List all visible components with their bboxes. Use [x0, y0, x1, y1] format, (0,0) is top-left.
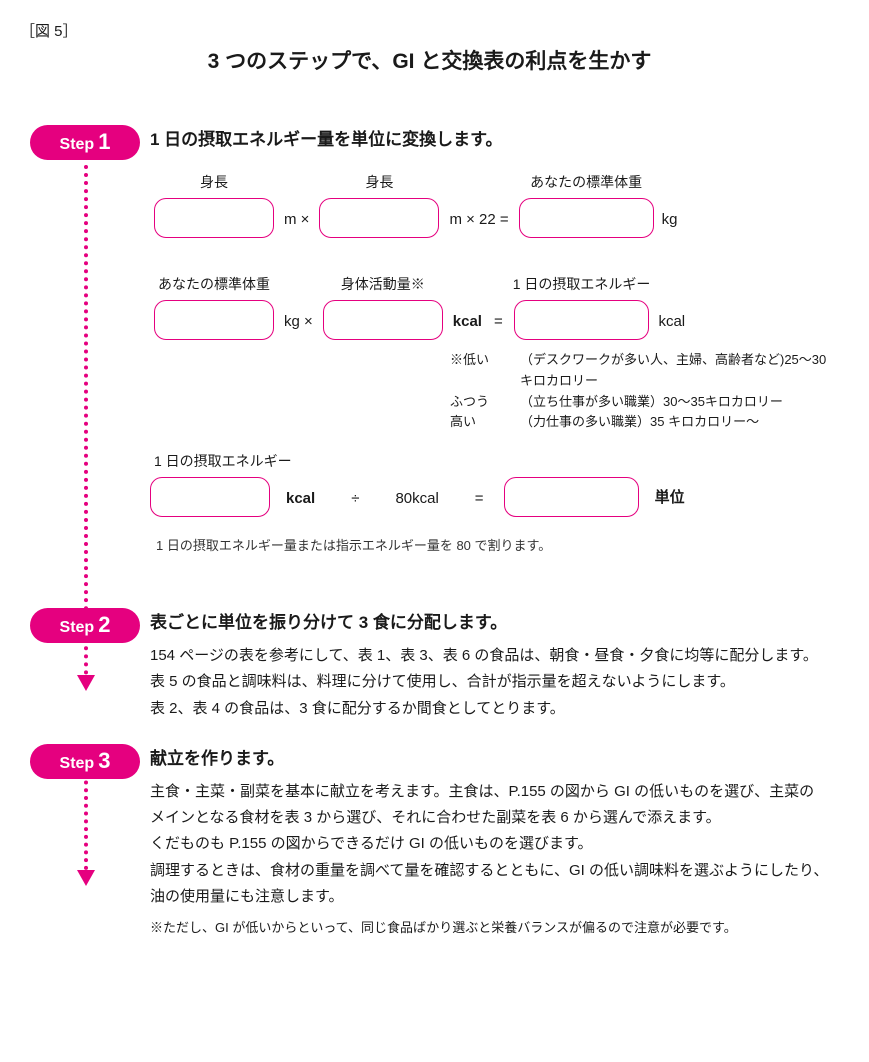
- step-1-row: Step 1 1 日の摂取エネルギー量を単位に変換します。 身長 m × 身長 …: [20, 125, 839, 578]
- step-2-row: Step 2 表ごとに単位を振り分けて 3 食に分配します。 154 ページの表…: [20, 608, 839, 722]
- step-2-heading: 表ごとに単位を振り分けて 3 食に分配します。: [150, 608, 829, 633]
- connector-line-2: [84, 765, 88, 870]
- step-2-body: 154 ページの表を参考にして、表 1、表 3、表 6 の食品は、朝食・昼食・夕…: [150, 643, 829, 722]
- page-title: 3 つのステップで、GI と交換表の利点を生かす: [20, 45, 839, 75]
- step-number: 2: [98, 614, 110, 636]
- step-3-content: 献立を作ります。 主食・主菜・副菜を基本に献立を考えます。主食は、P.155 の…: [150, 744, 839, 939]
- activity-notes: ※低い （デスクワークが多い人、主婦、高齢者など)25～30キロカロリー ふつう…: [150, 350, 829, 433]
- kg-unit: kg: [662, 211, 678, 228]
- kcal-mid: kcal: [453, 313, 482, 330]
- activity-label: 身体活動量※: [341, 274, 425, 294]
- figure-label: ［図 5］: [20, 20, 839, 41]
- step-word: Step: [60, 136, 95, 154]
- step-2-content: 表ごとに単位を振り分けて 3 食に分配します。 154 ページの表を参考にして、…: [150, 608, 839, 722]
- eq-1: =: [494, 313, 503, 330]
- eq-2: =: [475, 490, 484, 507]
- height-label-a: 身長: [200, 172, 228, 192]
- step-1-badge: Step 1: [30, 125, 140, 160]
- height-input-b[interactable]: [319, 198, 439, 238]
- step-3-badge: Step 3: [30, 744, 140, 779]
- op-kg-times: kg ×: [284, 313, 313, 330]
- formula-row-3: kcal ÷ 80kcal = 単位: [150, 477, 829, 517]
- std-weight-label-2: あなたの標準体重: [158, 274, 270, 294]
- height-input-a[interactable]: [154, 198, 274, 238]
- step-number: 3: [98, 750, 110, 772]
- activity-mid-lvl: ふつう: [450, 392, 520, 413]
- step-3-row: Step 3 献立を作ります。 主食・主菜・副菜を基本に献立を考えます。主食は、…: [20, 744, 839, 939]
- activity-low-desc: （デスクワークが多い人、主婦、高齢者など)25～30キロカロリー: [520, 350, 829, 392]
- note-prefix: ※: [450, 352, 463, 367]
- std-weight-input[interactable]: [154, 300, 274, 340]
- step-1-heading: 1 日の摂取エネルギー量を単位に変換します。: [150, 125, 829, 150]
- unit-label: 単位: [655, 486, 685, 507]
- std-weight-output[interactable]: [519, 198, 654, 238]
- energy-label: 1 日の摂取エネルギー: [513, 274, 651, 294]
- activity-input[interactable]: [323, 300, 443, 340]
- steps-container: Step 1 1 日の摂取エネルギー量を単位に変換します。 身長 m × 身長 …: [20, 125, 839, 939]
- formula-row-1: 身長 m × 身長 m × 22 = あなたの標準体重 kg: [150, 172, 829, 238]
- step-2-badge: Step 2: [30, 608, 140, 643]
- op-m-times-22: m × 22 =: [449, 211, 508, 228]
- std-weight-label: あなたの標準体重: [530, 172, 642, 192]
- formula-row-2: あなたの標準体重 kg × 身体活動量※ kcal = 1 日の摂取エネルギー …: [150, 274, 829, 340]
- activity-low-lvl: 低い: [463, 352, 489, 367]
- unit-output[interactable]: [504, 477, 639, 517]
- step-3-heading: 献立を作ります。: [150, 744, 829, 769]
- connector-arrow-1: [77, 675, 95, 691]
- step-1-content: 1 日の摂取エネルギー量を単位に変換します。 身長 m × 身長 m × 22 …: [150, 125, 839, 578]
- kcal-unit: kcal: [658, 313, 685, 330]
- div-op: ÷: [351, 490, 359, 507]
- energy-input-2[interactable]: [150, 477, 270, 517]
- energy-output[interactable]: [514, 300, 649, 340]
- formula-row-3-wrapper: 1 日の摂取エネルギー kcal ÷ 80kcal = 単位: [150, 451, 829, 517]
- step-1-note: 1 日の摂取エネルギー量または指示エネルギー量を 80 で割ります。: [156, 535, 829, 554]
- step-3-body: 主食・主菜・副菜を基本に献立を考えます。主食は、P.155 の図から GI の低…: [150, 779, 829, 910]
- kcal-label-3: kcal: [286, 490, 315, 507]
- step-3-note: ※ただし、GI が低いからといって、同じ食品ばかり選ぶと栄養バランスが偏るので注…: [150, 918, 829, 939]
- connector-arrow-2: [77, 870, 95, 886]
- energy-label-2: 1 日の摂取エネルギー: [154, 451, 829, 471]
- connector-line-1: [84, 165, 88, 675]
- step-number: 1: [98, 131, 110, 153]
- height-label-b: 身長: [365, 172, 393, 192]
- step-word: Step: [60, 619, 95, 637]
- divisor-80kcal: 80kcal: [395, 490, 438, 507]
- op-m-times-1: m ×: [284, 211, 309, 228]
- activity-mid-desc: （立ち仕事が多い職業）30～35キロカロリー: [520, 392, 829, 413]
- step-word: Step: [60, 755, 95, 773]
- activity-high-desc: （力仕事の多い職業）35 キロカロリー～: [520, 412, 829, 433]
- activity-high-lvl: 高い: [450, 412, 520, 433]
